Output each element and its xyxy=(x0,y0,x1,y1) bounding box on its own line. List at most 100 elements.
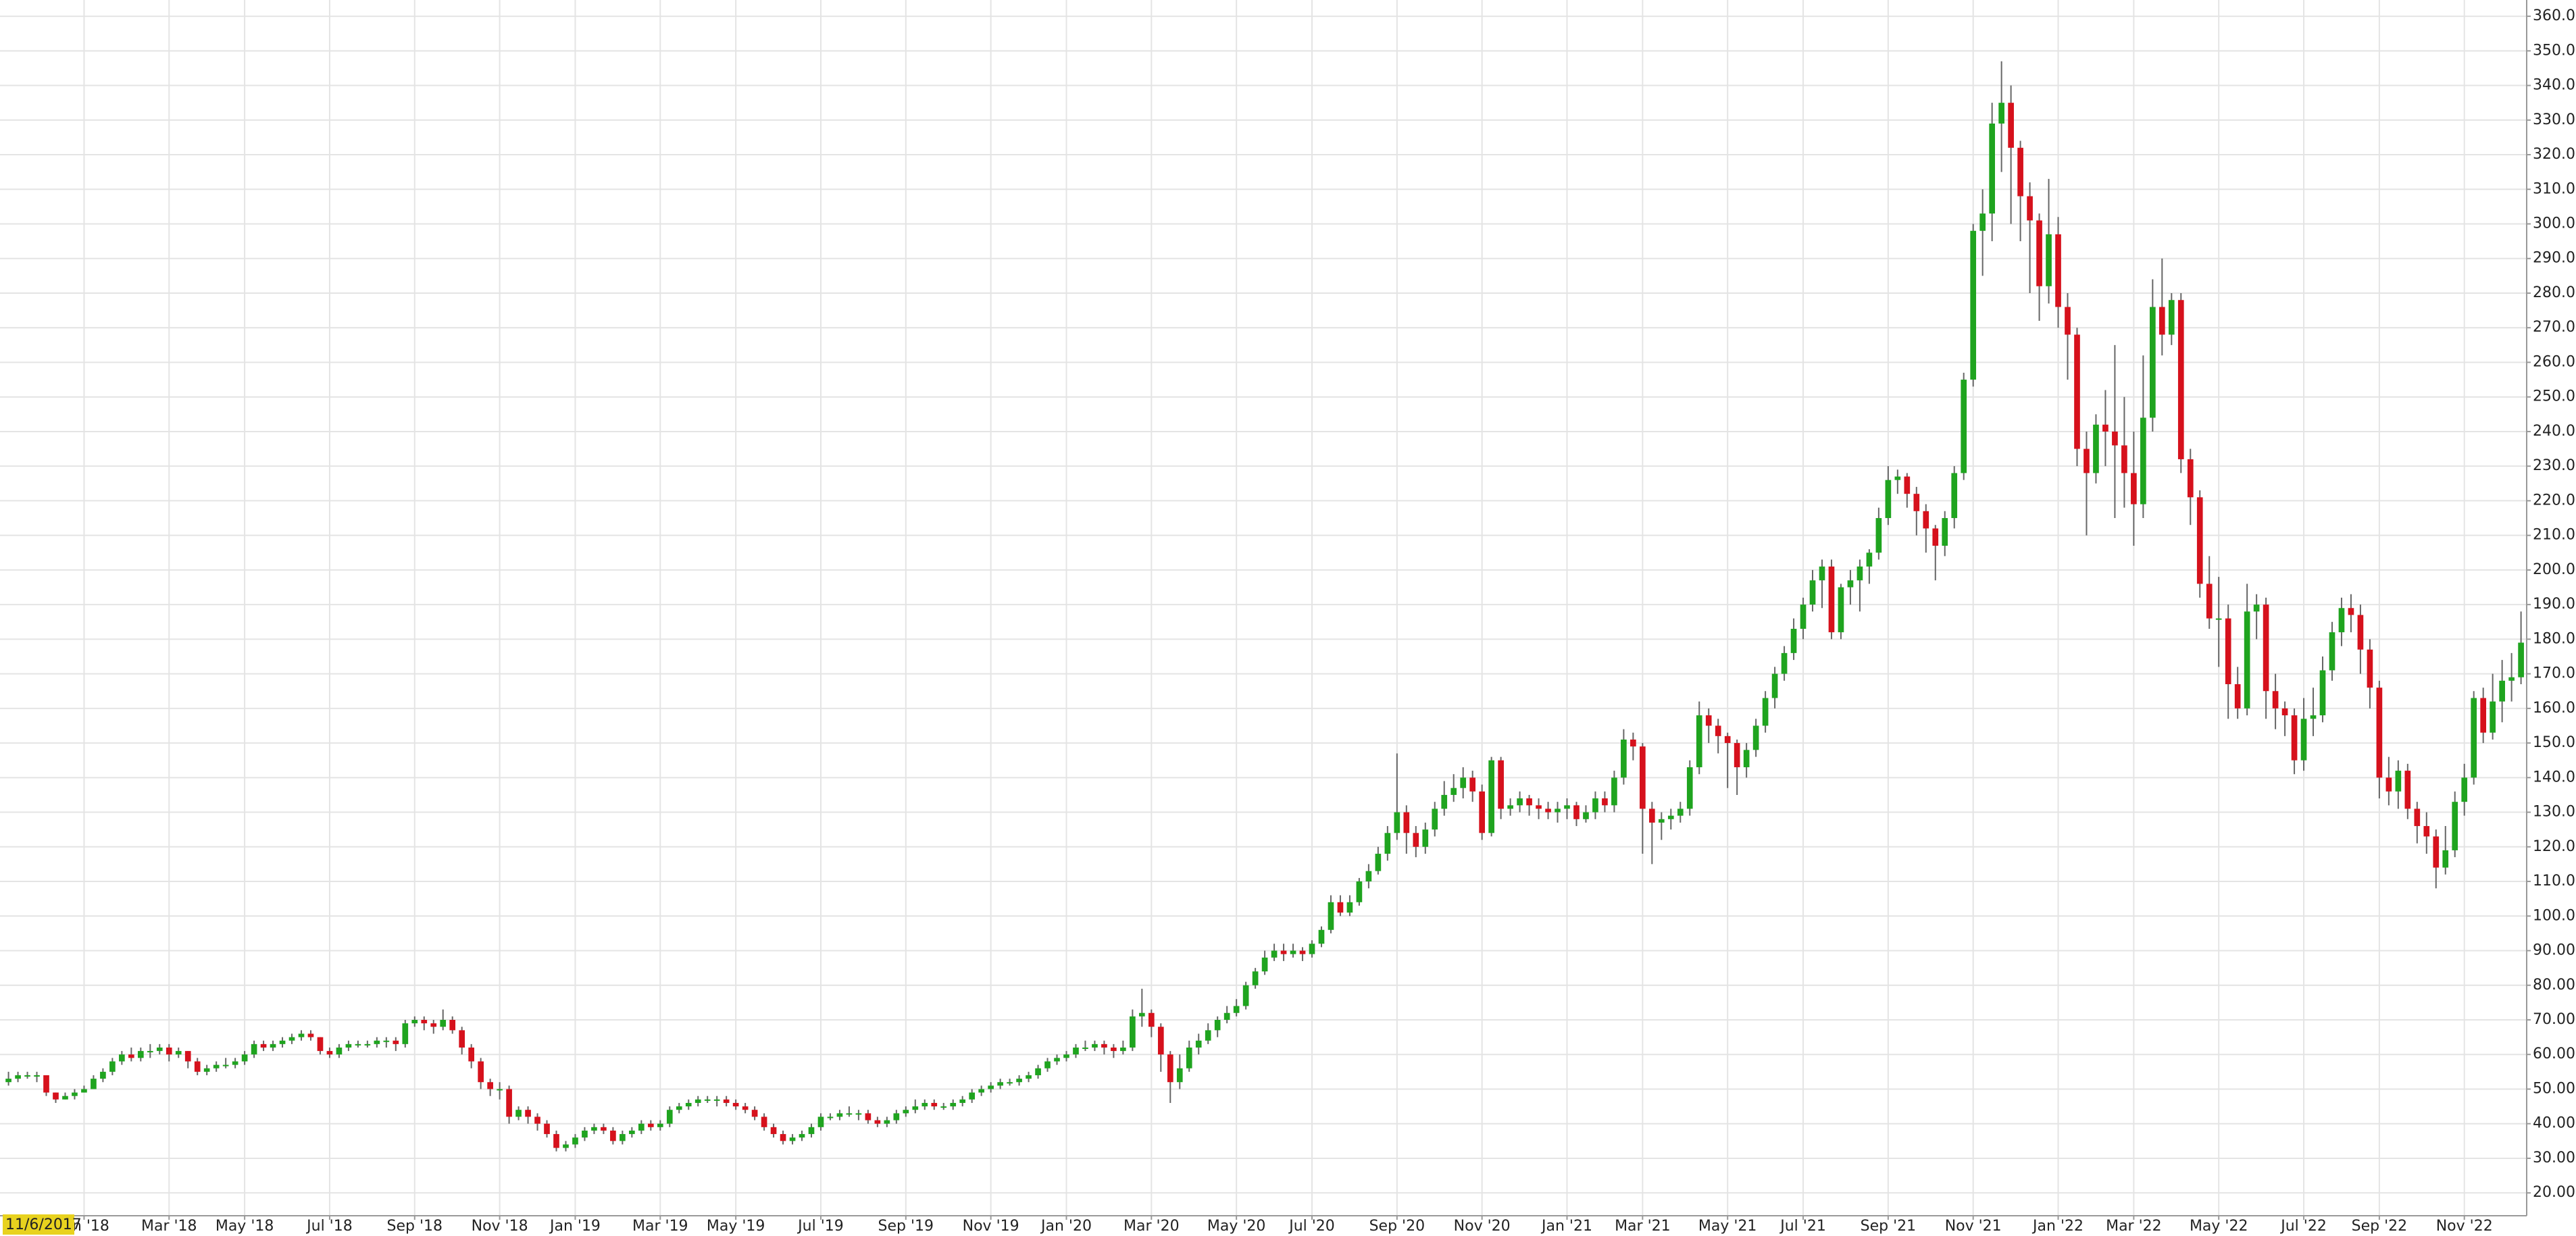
y-tick-label: 30.00 xyxy=(2533,1150,2575,1166)
candle-body xyxy=(1507,805,1513,809)
candle-body xyxy=(1781,652,1788,674)
candle-body xyxy=(2471,698,2477,778)
candle-body xyxy=(2291,715,2298,761)
candle-body xyxy=(2300,719,2307,761)
candle-body xyxy=(874,1120,881,1124)
x-tick-label: May '22 xyxy=(2190,1218,2248,1235)
candle-body xyxy=(2017,147,2023,197)
x-tick-label: Jul '21 xyxy=(1779,1218,1826,1235)
y-tick-label: 130.00 xyxy=(2533,804,2576,821)
candle-body xyxy=(260,1044,267,1048)
candle-body xyxy=(34,1075,40,1077)
candle-body xyxy=(251,1044,257,1055)
candle-body xyxy=(1743,750,1750,767)
candle-body xyxy=(1403,812,1410,833)
candle-body xyxy=(1422,829,1429,847)
candle-body xyxy=(288,1037,295,1041)
candle-body xyxy=(1611,777,1617,806)
candle-body xyxy=(2376,688,2383,778)
x-tick-label: Nov '22 xyxy=(2436,1218,2493,1235)
candle-body xyxy=(1621,739,1627,778)
x-tick-label: Jul '18 xyxy=(305,1218,353,1235)
candle-body xyxy=(2348,608,2354,615)
candle-body xyxy=(2102,424,2108,432)
candle-body xyxy=(2055,234,2061,307)
candle-body xyxy=(184,1051,191,1062)
x-tick-label: Sep '22 xyxy=(2352,1218,2408,1235)
candle-body xyxy=(128,1054,134,1058)
candle-body xyxy=(1479,791,1486,833)
candle-body xyxy=(1148,1012,1155,1027)
candle-body xyxy=(572,1137,578,1145)
y-tick-label: 100.00 xyxy=(2533,907,2576,924)
candle-body xyxy=(109,1061,116,1072)
candle-body xyxy=(2215,618,2222,620)
candle-body xyxy=(676,1106,682,1110)
x-tick-label: Jan '20 xyxy=(1040,1218,1092,1235)
candle-body xyxy=(751,1110,758,1117)
candle-body xyxy=(1696,715,1702,767)
candle-body xyxy=(2140,417,2146,505)
candle-body xyxy=(1734,743,1740,767)
candle-body xyxy=(620,1134,626,1141)
candle-body xyxy=(1130,1016,1136,1048)
candle-body xyxy=(317,1037,324,1052)
candle-body xyxy=(1913,494,1920,511)
candle-body xyxy=(1450,788,1457,795)
candle-body xyxy=(1658,819,1665,823)
candles xyxy=(5,61,2524,1152)
candle-body xyxy=(997,1082,1003,1086)
candle-body xyxy=(921,1102,928,1107)
candle-body xyxy=(1800,604,1807,629)
candle-body xyxy=(1384,833,1391,854)
candle-body xyxy=(1375,854,1382,871)
candle-body xyxy=(1101,1044,1107,1048)
y-tick-label: 70.00 xyxy=(2533,1011,2575,1028)
candle-body xyxy=(1205,1030,1211,1041)
candle-body xyxy=(2395,771,2402,792)
candle-body xyxy=(2177,300,2184,459)
y-tick-label: 240.00 xyxy=(2533,423,2576,440)
candle-body xyxy=(1252,971,1259,985)
candle-body xyxy=(959,1099,966,1103)
candle-body xyxy=(1790,628,1797,653)
candle-body xyxy=(1630,739,1636,747)
candle-body xyxy=(1469,777,1476,792)
candle-body xyxy=(827,1116,834,1118)
x-tick-label: Mar '22 xyxy=(2106,1218,2162,1235)
candle-body xyxy=(1564,805,1570,809)
candle-body xyxy=(1715,725,1721,736)
y-tick-label: 360.00 xyxy=(2533,7,2576,24)
candle-body xyxy=(761,1116,767,1127)
candle-body xyxy=(2244,611,2250,709)
candle-body xyxy=(449,1019,456,1031)
y-tick-label: 300.00 xyxy=(2533,215,2576,232)
candle-body xyxy=(1318,929,1325,944)
y-tick-label: 150.00 xyxy=(2533,734,2576,751)
candle-body xyxy=(1365,871,1372,882)
candle-body xyxy=(1771,673,1778,698)
candle-body xyxy=(1894,476,1901,480)
y-tick-label: 310.00 xyxy=(2533,180,2576,197)
candle-body xyxy=(685,1102,692,1107)
candle-body xyxy=(978,1089,984,1093)
y-tick-label: 40.00 xyxy=(2533,1115,2575,1132)
x-tick-label: Nov '20 xyxy=(1454,1218,1511,1235)
candle-body xyxy=(1602,798,1608,806)
x-tick-label: Sep '19 xyxy=(878,1218,934,1235)
candle-body xyxy=(2036,220,2042,286)
candle-body xyxy=(440,1019,447,1027)
candle-body xyxy=(203,1068,210,1072)
candle-body xyxy=(647,1123,654,1127)
candle-body xyxy=(1923,511,1929,529)
candle-body xyxy=(1592,798,1598,813)
candle-body xyxy=(2168,300,2175,335)
candle-body xyxy=(1035,1068,1041,1075)
candle-body xyxy=(2158,307,2165,335)
candle-body xyxy=(780,1134,786,1141)
candle-body xyxy=(2442,850,2449,868)
candle-body xyxy=(2452,802,2458,850)
x-tick-label: Jan '19 xyxy=(549,1218,601,1235)
candle-body xyxy=(2310,715,2317,719)
